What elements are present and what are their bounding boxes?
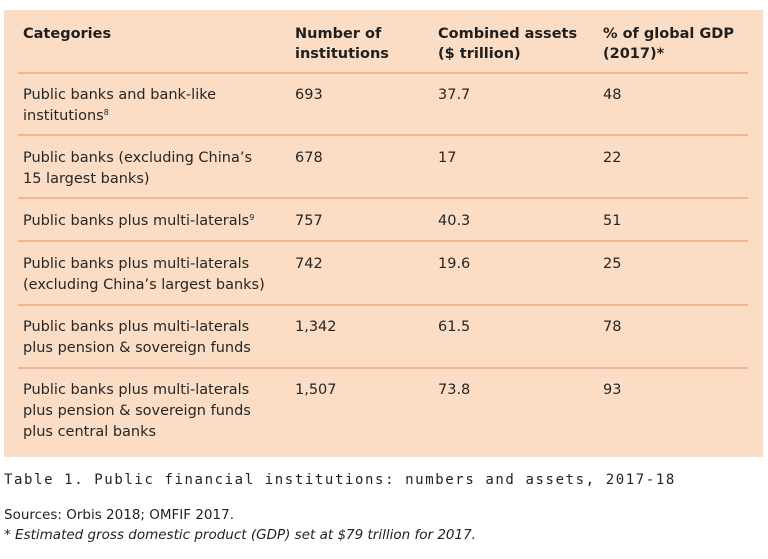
table-row-category: Public banks and bank-like institutions8 — [23, 85, 283, 127]
table-cell-gdp-percent: 22 — [603, 150, 622, 166]
table-cell-gdp-percent: 51 — [603, 213, 622, 229]
category-text: Public banks plus multi-laterals — [23, 213, 250, 229]
category-text: Public banks and bank-like institutions — [23, 87, 217, 124]
table-cell-assets: 37.7 — [438, 87, 471, 103]
data-table: Categories Number of institutions Combin… — [4, 10, 763, 457]
table-row-category: Public banks (excluding China’s 15 large… — [23, 150, 253, 187]
table-cell-assets: 61.5 — [438, 319, 471, 335]
table-row-category: Public banks plus multi-laterals plus pe… — [23, 382, 251, 440]
table-cell-assets: 73.8 — [438, 382, 471, 398]
table-cell-gdp-percent: 48 — [603, 87, 622, 103]
table-cell-gdp-percent: 25 — [603, 256, 622, 272]
table-cell-institutions: 757 — [295, 213, 323, 229]
table-cell-institutions: 678 — [295, 150, 323, 166]
table-cell-assets: 40.3 — [438, 213, 471, 229]
table-cell-institutions: 693 — [295, 87, 323, 103]
table-cell-institutions: 1,342 — [295, 319, 337, 335]
table-cell-assets: 17 — [438, 150, 457, 166]
footnote-marker: 9 — [249, 213, 255, 222]
column-header-categories: Categories — [23, 26, 112, 42]
table-cell-assets: 19.6 — [438, 256, 471, 272]
table-cell-institutions: 742 — [295, 256, 323, 272]
table-row-category: Public banks plus multi-laterals9 — [23, 211, 283, 232]
table-row-category: Public banks plus multi-laterals (exclud… — [23, 256, 265, 293]
table-cell-gdp-percent: 78 — [603, 319, 622, 335]
row-divider — [18, 72, 748, 74]
sources-line: Sources: Orbis 2018; OMFIF 2017. — [4, 507, 234, 523]
footnote-marker: 8 — [103, 108, 109, 117]
row-divider — [18, 367, 748, 369]
gdp-footnote: * Estimated gross domestic product (GDP)… — [4, 527, 476, 543]
column-header-combined-assets: Combined assets ($ trillion) — [438, 26, 578, 62]
table-cell-institutions: 1,507 — [295, 382, 337, 398]
table-cell-gdp-percent: 93 — [603, 382, 622, 398]
row-divider — [18, 304, 748, 306]
row-divider — [18, 197, 748, 199]
table-caption: Table 1. Public financial institutions: … — [4, 472, 676, 488]
column-header-gdp-percent: % of global GDP (2017)* — [603, 26, 734, 62]
row-divider — [18, 240, 748, 242]
row-divider — [18, 134, 748, 136]
column-header-institutions: Number of institutions — [295, 26, 389, 62]
table-row-category: Public banks plus multi-laterals plus pe… — [23, 319, 251, 356]
